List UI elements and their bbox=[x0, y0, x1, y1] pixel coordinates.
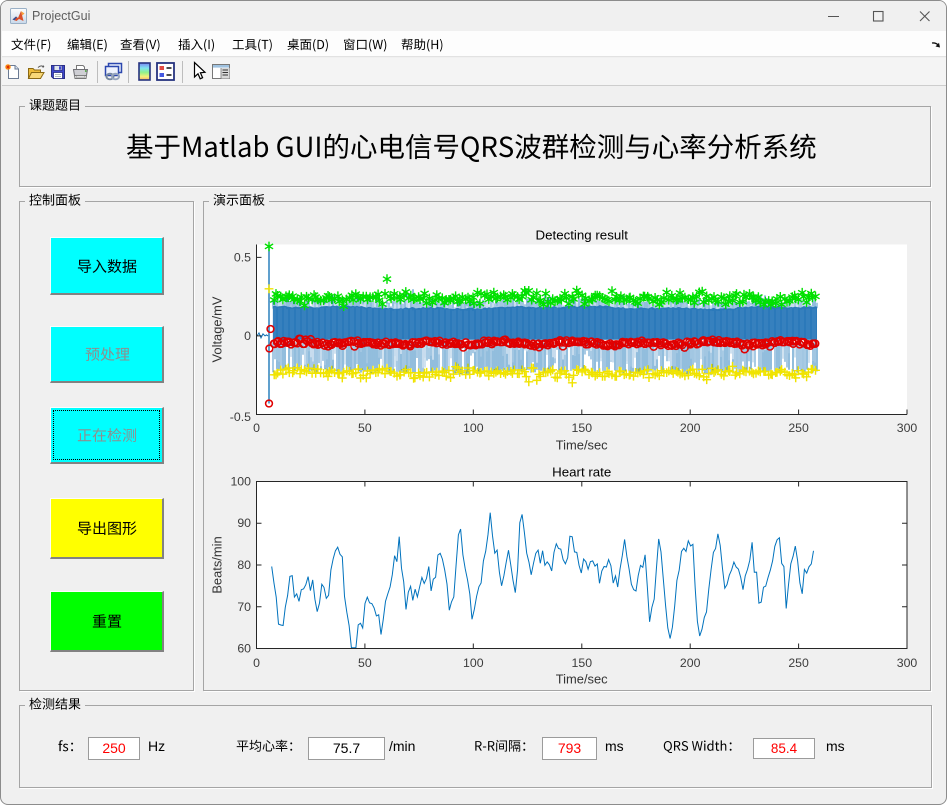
svg-text:200: 200 bbox=[680, 656, 701, 670]
svg-text:100: 100 bbox=[230, 475, 251, 489]
svg-text:Time/sec: Time/sec bbox=[556, 672, 608, 687]
svg-text:100: 100 bbox=[463, 656, 484, 670]
svg-text:250: 250 bbox=[788, 656, 809, 670]
svg-text:200: 200 bbox=[680, 421, 701, 435]
svg-text:0.5: 0.5 bbox=[234, 251, 251, 265]
svg-text:300: 300 bbox=[897, 421, 918, 435]
svg-text:100: 100 bbox=[463, 421, 484, 435]
svg-text:50: 50 bbox=[358, 421, 372, 435]
svg-text:90: 90 bbox=[237, 516, 251, 530]
svg-text:300: 300 bbox=[897, 656, 918, 670]
svg-text:70: 70 bbox=[237, 600, 251, 614]
svg-text:Time/sec: Time/sec bbox=[556, 438, 608, 453]
svg-text:150: 150 bbox=[572, 656, 593, 670]
svg-text:50: 50 bbox=[358, 656, 372, 670]
svg-text:0: 0 bbox=[253, 421, 260, 435]
svg-text:0: 0 bbox=[244, 329, 251, 343]
svg-text:250: 250 bbox=[788, 421, 809, 435]
svg-text:Heart rate: Heart rate bbox=[552, 464, 611, 479]
svg-text:-0.5: -0.5 bbox=[230, 410, 251, 424]
svg-text:Beats/min: Beats/min bbox=[210, 536, 225, 593]
svg-text:150: 150 bbox=[572, 421, 593, 435]
svg-text:0: 0 bbox=[253, 656, 260, 670]
svg-text:80: 80 bbox=[237, 558, 251, 572]
svg-text:60: 60 bbox=[237, 642, 251, 656]
svg-text:Voltage/mV: Voltage/mV bbox=[210, 296, 225, 362]
svg-text:Detecting result: Detecting result bbox=[536, 227, 629, 242]
